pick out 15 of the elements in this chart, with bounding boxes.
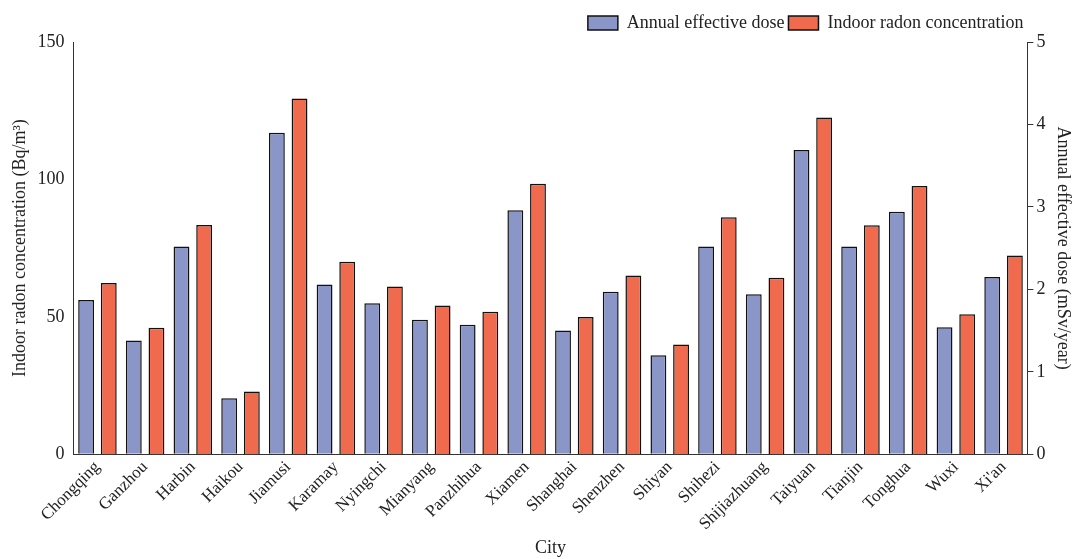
y2-tick-label: 1 — [1036, 360, 1046, 381]
y-axis-title: Indoor radon concentration (Bq/m³) — [8, 119, 30, 378]
legend-label: Indoor radon concentration — [827, 11, 1024, 32]
y2-tick-label: 0 — [1036, 442, 1046, 463]
y2-tick-label: 2 — [1036, 278, 1046, 299]
x-axis-title: City — [534, 536, 567, 557]
y-tick-label: 100 — [37, 168, 65, 189]
legend-label: Annual effective dose — [626, 11, 785, 32]
y-tick-label: 0 — [55, 442, 65, 463]
y-tick-label: 50 — [46, 305, 65, 326]
y2-tick-label: 5 — [1036, 30, 1046, 51]
y2-axis-title: Annual effective dose (mSv/year) — [1053, 126, 1075, 370]
y2-tick-label: 4 — [1036, 113, 1046, 134]
y2-tick-label: 3 — [1036, 195, 1046, 216]
y-tick-label: 150 — [37, 30, 65, 51]
